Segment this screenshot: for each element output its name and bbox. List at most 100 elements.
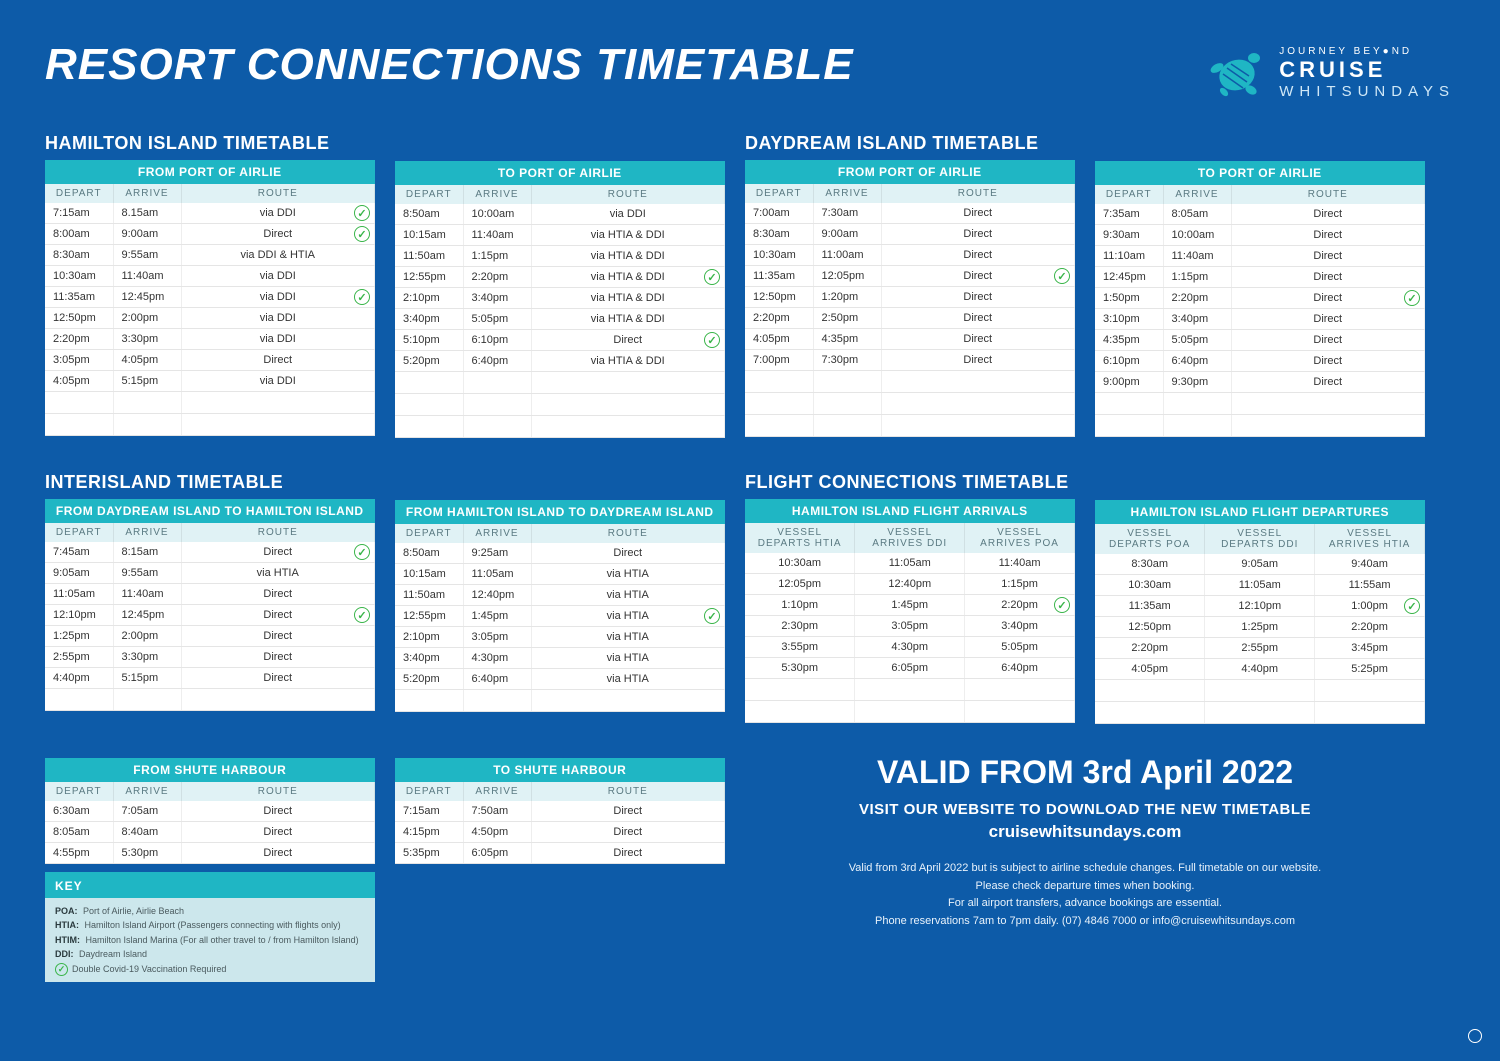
check-icon xyxy=(354,289,370,305)
check-icon xyxy=(354,544,370,560)
table-row xyxy=(395,394,725,416)
table-row: 2:20pm2:55pm3:45pm xyxy=(1095,638,1425,659)
corner-dot-icon xyxy=(1468,1029,1482,1043)
valid-from-title: VALID FROM 3rd April 2022 xyxy=(745,754,1425,791)
table-row: 4:35pm5:05pmDirect xyxy=(1095,330,1425,351)
table-row: 2:10pm3:40pmvia HTIA & DDI xyxy=(395,288,725,309)
table-row xyxy=(395,372,725,394)
table-row: 11:10am11:40amDirect xyxy=(1095,246,1425,267)
check-icon xyxy=(1054,597,1070,613)
table-row: 7:00pm7:30pmDirect xyxy=(745,350,1075,371)
flight-arrivals-table: HAMILTON ISLAND FLIGHT ARRIVALSVESSEL DE… xyxy=(745,499,1075,723)
table-row: 9:30am10:00amDirect xyxy=(1095,225,1425,246)
check-icon xyxy=(704,608,720,624)
ii-ham-ddi-table: FROM HAMILTON ISLAND TO DAYDREAM ISLANDD… xyxy=(395,500,725,712)
table-row: 8:30am9:55amvia DDI & HTIA xyxy=(45,245,375,266)
interisland-title: INTERISLAND TIMETABLE xyxy=(45,472,375,493)
table-row: 12:10pm12:45pmDirect xyxy=(45,605,375,626)
ii-ddi-ham-table: FROM DAYDREAM ISLAND TO HAMILTON ISLANDD… xyxy=(45,499,375,711)
table-row xyxy=(745,679,1075,701)
table-row: 10:30am11:40amvia DDI xyxy=(45,266,375,287)
table-row: 5:30pm6:05pm6:40pm xyxy=(745,658,1075,679)
table-row xyxy=(745,415,1075,437)
daydream-title: DAYDREAM ISLAND TIMETABLE xyxy=(745,133,1075,154)
table-row: 3:40pm5:05pmvia HTIA & DDI xyxy=(395,309,725,330)
table-row: 12:50pm1:20pmDirect xyxy=(745,287,1075,308)
table-row: 4:05pm4:40pm5:25pm xyxy=(1095,659,1425,680)
check-icon xyxy=(55,963,68,976)
table-row: 4:05pm5:15pmvia DDI xyxy=(45,371,375,392)
table-row: 12:55pm2:20pmvia HTIA & DDI xyxy=(395,267,725,288)
table-row: 5:20pm6:40pmvia HTIA xyxy=(395,669,725,690)
key-box-title: KEY xyxy=(45,872,375,898)
table-row: 2:10pm3:05pmvia HTIA xyxy=(395,627,725,648)
valid-subtitle: VISIT OUR WEBSITE TO DOWNLOAD THE NEW TI… xyxy=(745,801,1425,818)
table-row: 1:25pm2:00pmDirect xyxy=(45,626,375,647)
key-body: POA: Port of Airlie, Airlie BeachHTIA: H… xyxy=(45,898,375,982)
content-grid: HAMILTON ISLAND TIMETABLE FROM PORT OF A… xyxy=(45,133,1455,982)
ii-to-shute-table: TO SHUTE HARBOURDEPARTARRIVEROUTE7:15am7… xyxy=(395,758,725,864)
table-row: 8:30am9:00amDirect xyxy=(745,224,1075,245)
check-icon xyxy=(354,607,370,623)
check-icon xyxy=(704,269,720,285)
hamilton-title: HAMILTON ISLAND TIMETABLE xyxy=(45,133,375,154)
check-icon xyxy=(704,332,720,348)
table-row: 3:05pm4:05pmDirect xyxy=(45,350,375,371)
table-row: 12:05pm12:40pm1:15pm xyxy=(745,574,1075,595)
table-row: 8:00am9:00amDirect xyxy=(45,224,375,245)
brand-logo: JOURNEY BEY●ND CRUISE WHITSUNDAYS xyxy=(1199,40,1455,105)
table-row: 1:50pm2:20pmDirect xyxy=(1095,288,1425,309)
table-row: 8:50am10:00amvia DDI xyxy=(395,204,725,225)
daydream-to-table: TO PORT OF AIRLIEDEPARTARRIVEROUTE7:35am… xyxy=(1095,161,1425,437)
table-row xyxy=(45,392,375,414)
table-row: 10:30am11:05am11:55am xyxy=(1095,575,1425,596)
table-row: 10:30am11:05am11:40am xyxy=(745,553,1075,574)
table-row: 12:50pm2:00pmvia DDI xyxy=(45,308,375,329)
table-row xyxy=(395,416,725,438)
table-row: 7:45am8:15amDirect xyxy=(45,542,375,563)
table-row: 2:55pm3:30pmDirect xyxy=(45,647,375,668)
table-row: 2:20pm2:50pmDirect xyxy=(745,308,1075,329)
table-row xyxy=(1095,415,1425,437)
table-row: 5:20pm6:40pmvia HTIA & DDI xyxy=(395,351,725,372)
table-row xyxy=(745,371,1075,393)
table-row: 8:05am8:40amDirect xyxy=(45,822,375,843)
logo-text: JOURNEY BEY●ND CRUISE WHITSUNDAYS xyxy=(1279,46,1455,100)
hamilton-from-table: FROM PORT OF AIRLIEDEPARTARRIVEROUTE7:15… xyxy=(45,160,375,436)
table-row xyxy=(1095,702,1425,724)
table-row: 1:10pm1:45pm2:20pm xyxy=(745,595,1075,616)
table-row: 7:00am7:30amDirect xyxy=(745,203,1075,224)
table-row: 5:10pm6:10pmDirect xyxy=(395,330,725,351)
table-row: 12:55pm1:45pmvia HTIA xyxy=(395,606,725,627)
table-row: 4:55pm5:30pmDirect xyxy=(45,843,375,864)
main-title: RESORT CONNECTIONS TIMETABLE xyxy=(45,40,854,90)
table-row: 11:35am12:05pmDirect xyxy=(745,266,1075,287)
table-row xyxy=(745,393,1075,415)
table-row: 4:40pm5:15pmDirect xyxy=(45,668,375,689)
check-icon xyxy=(1054,268,1070,284)
table-row: 7:35am8:05amDirect xyxy=(1095,204,1425,225)
hamilton-to-table: TO PORT OF AIRLIEDEPARTARRIVEROUTE8:50am… xyxy=(395,161,725,438)
website: cruisewhitsundays.com xyxy=(745,822,1425,842)
table-row: 11:05am11:40amDirect xyxy=(45,584,375,605)
table-row: 8:30am9:05am9:40am xyxy=(1095,554,1425,575)
check-icon xyxy=(1404,290,1420,306)
table-row xyxy=(1095,680,1425,702)
footer-block: VALID FROM 3rd April 2022 VISIT OUR WEBS… xyxy=(745,744,1425,982)
daydream-from-table: FROM PORT OF AIRLIEDEPARTARRIVEROUTE7:00… xyxy=(745,160,1075,437)
table-row: 2:30pm3:05pm3:40pm xyxy=(745,616,1075,637)
check-icon xyxy=(354,205,370,221)
table-row: 6:10pm6:40pmDirect xyxy=(1095,351,1425,372)
table-row: 2:20pm3:30pmvia DDI xyxy=(45,329,375,350)
table-row: 10:15am11:05amvia HTIA xyxy=(395,564,725,585)
flight-departures-table: HAMILTON ISLAND FLIGHT DEPARTURESVESSEL … xyxy=(1095,500,1425,724)
table-row: 10:30am11:00amDirect xyxy=(745,245,1075,266)
table-row xyxy=(395,690,725,712)
table-row: 12:45pm1:15pmDirect xyxy=(1095,267,1425,288)
table-row xyxy=(45,414,375,436)
table-row: 11:50am1:15pmvia HTIA & DDI xyxy=(395,246,725,267)
table-row: 11:35am12:10pm1:00pm xyxy=(1095,596,1425,617)
table-row xyxy=(1095,393,1425,415)
table-row xyxy=(45,689,375,711)
table-row: 7:15am8.15amvia DDI xyxy=(45,203,375,224)
